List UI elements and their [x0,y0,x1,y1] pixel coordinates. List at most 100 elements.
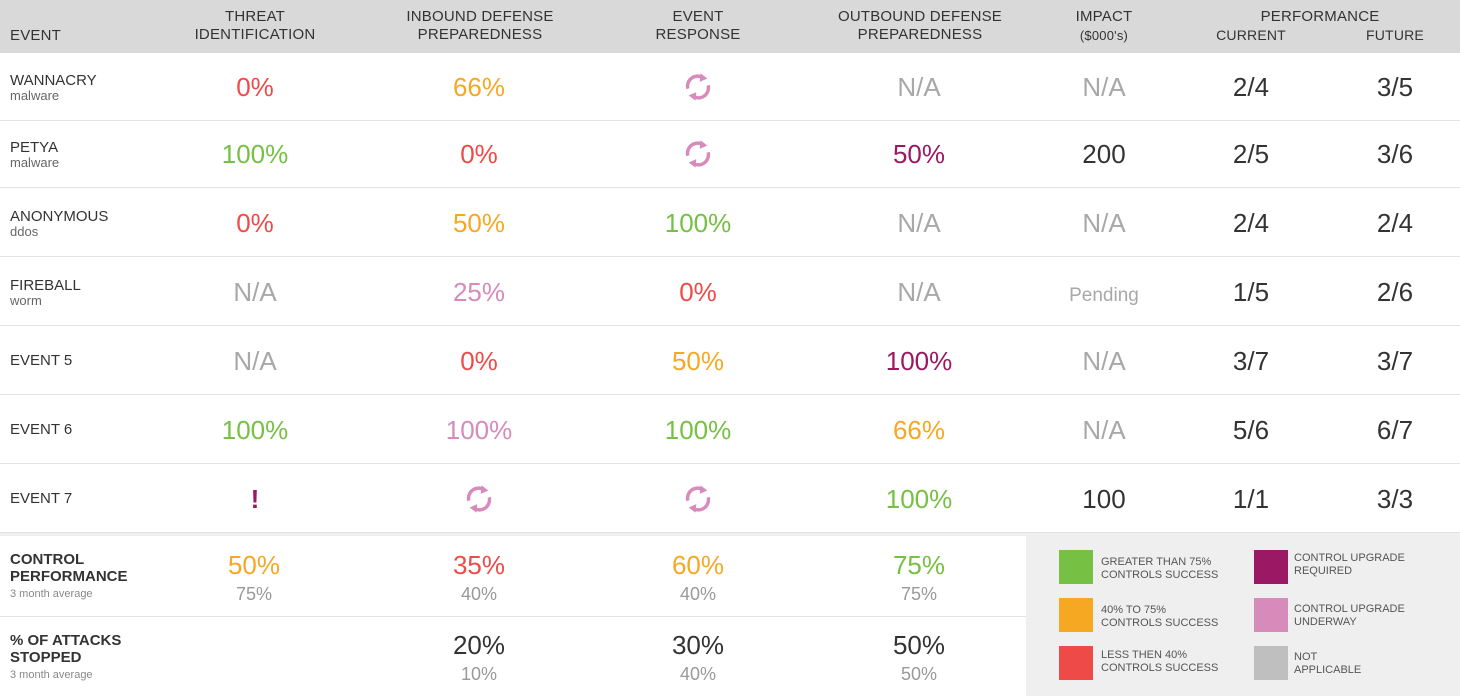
inbound-cell: 50% [452,208,506,238]
future-performance-cell: 3/5 [1376,72,1414,102]
col-impact-header-2: ($000's) [1079,28,1129,43]
table-row: EVENT 7! 100% 100 1/1 3/3 [0,466,1460,533]
outbound-cell: N/A [897,208,941,238]
outbound-cell: 100% [885,484,953,514]
threat-cell: N/A [233,346,277,376]
event-name: ANONYMOUS [10,208,109,225]
table-row: ANONYMOUS ddos 0% 50% 100% N/A N/A 2/4 2/4 [0,190,1460,257]
inbound-cell: 25% [452,277,506,307]
legend-pink-line-1: CONTROL UPGRADE [1294,603,1405,615]
legend-pink-swatch [1254,598,1288,632]
col-response-header-1: EVENT [672,8,724,25]
col-inbound-header-2: PREPAREDNESS [417,26,543,43]
control-performance-title-2: PERFORMANCE [10,568,128,585]
event-name: EVENT 7 [10,490,73,507]
event-name: EVENT 5 [10,352,73,369]
sync-icon [681,70,715,104]
table-row: EVENT 5 N/A 0% 50% 100% N/A 3/7 3/7 [0,328,1460,395]
col-event-header: EVENT [10,27,62,44]
legend-pink-line-2: UNDERWAY [1294,616,1357,628]
threat-cell: N/A [233,277,277,307]
event-type: ddos [10,224,39,239]
legend-gray-swatch [1254,646,1288,680]
event-name: WANNACRY [10,72,97,89]
legend-orange-line-2: CONTROLS SUCCESS [1101,617,1219,629]
stopped-outbound-avg: 50% [900,664,938,684]
event-name: FIREBALL [10,277,81,294]
event-type: malware [10,155,60,170]
legend-red-line-1: LESS THEN 40% [1101,649,1188,661]
impact-cell: 200 [1082,139,1126,169]
legend-purple-line-2: REQUIRED [1294,565,1353,577]
table-row: EVENT 6 100% 100% 100% 66% N/A 5/6 6/7 [0,397,1460,464]
response-cell: 50% [671,346,725,376]
col-threat-header-2: IDENTIFICATION [194,26,316,43]
col-threat-header-1: THREAT [224,8,286,25]
legend-green-line-2: CONTROLS SUCCESS [1101,569,1219,581]
legend-purple-line-1: CONTROL UPGRADE [1294,552,1405,564]
event-name: PETYA [10,139,59,156]
legend-red-swatch [1059,646,1093,680]
table-header: EVENT THREAT IDENTIFICATION INBOUND DEFE… [0,0,1460,53]
inbound-cell: 0% [460,346,498,376]
inbound-cell: 66% [452,72,506,102]
threat-cell: 0% [236,72,274,102]
attacks-stopped-title-1: % OF ATTACKS [10,632,122,649]
threat-cell: 100% [221,415,289,445]
future-performance-cell: 3/6 [1376,139,1414,169]
table-row: FIREBALL worm N/A 25% 0% N/A Pending 1/5 2/6 [0,259,1460,326]
col-response-header-2: RESPONSE [655,26,741,43]
response-cell: 100% [664,208,732,238]
col-future-header: FUTURE [1366,27,1424,43]
control-response-value: 60% [671,550,725,580]
outbound-cell: N/A [897,277,941,307]
current-performance-cell: 2/4 [1232,208,1270,238]
outbound-cell: 100% [885,346,953,376]
outbound-cell: 66% [892,415,946,445]
legend-gray-line-2: APPLICABLE [1294,664,1362,676]
impact-cell: N/A [1082,415,1126,445]
legend-green-swatch [1059,550,1093,584]
control-performance-sub: 3 month average [10,588,93,600]
control-inbound-value: 35% [452,550,506,580]
sync-icon [462,482,496,516]
control-outbound-value: 75% [892,550,946,580]
threat-cell: 0% [236,208,274,238]
col-outbound-header-2: PREPAREDNESS [857,26,983,43]
event-name: EVENT 6 [10,421,73,438]
response-cell: 100% [664,415,732,445]
event-type: malware [10,88,60,103]
threat-cell: ! [250,484,260,514]
future-performance-cell: 3/3 [1376,484,1414,514]
sync-icon [681,137,715,171]
legend-purple-swatch [1254,550,1288,584]
col-impact-header-1: IMPACT [1075,8,1133,25]
sync-icon [681,482,715,516]
current-performance-cell: 3/7 [1232,346,1270,376]
impact-cell: N/A [1082,346,1126,376]
control-outbound-avg: 75% [900,584,938,604]
future-performance-cell: 3/7 [1376,346,1414,376]
control-response-avg: 40% [679,584,717,604]
control-threat-value: 50% [227,550,281,580]
impact-cell: N/A [1082,72,1126,102]
impact-cell: Pending [1069,285,1139,306]
future-performance-cell: 6/7 [1376,415,1414,445]
current-performance-cell: 2/4 [1232,72,1270,102]
stopped-inbound-avg: 10% [460,664,498,684]
stopped-inbound-value: 20% [452,630,506,660]
summary-divider [0,616,1026,617]
current-performance-cell: 5/6 [1232,415,1270,445]
col-outbound-header-1: OUTBOUND DEFENSE [837,8,1003,25]
table-row: PETYA malware 100% 0% 50% 200 2/5 3/6 [0,121,1460,188]
outbound-cell: N/A [897,72,941,102]
current-performance-cell: 2/5 [1232,139,1270,169]
attacks-stopped-sub: 3 month average [10,669,93,681]
response-cell: 0% [679,277,717,307]
table-row: WANNACRY malware 0% 66% N/A N/A 2/4 3/5 [0,54,1460,121]
col-inbound-header-1: INBOUND DEFENSE [406,8,554,25]
col-performance-header: PERFORMANCE [1260,8,1380,25]
event-type: worm [10,293,42,308]
current-performance-cell: 1/5 [1232,277,1270,307]
